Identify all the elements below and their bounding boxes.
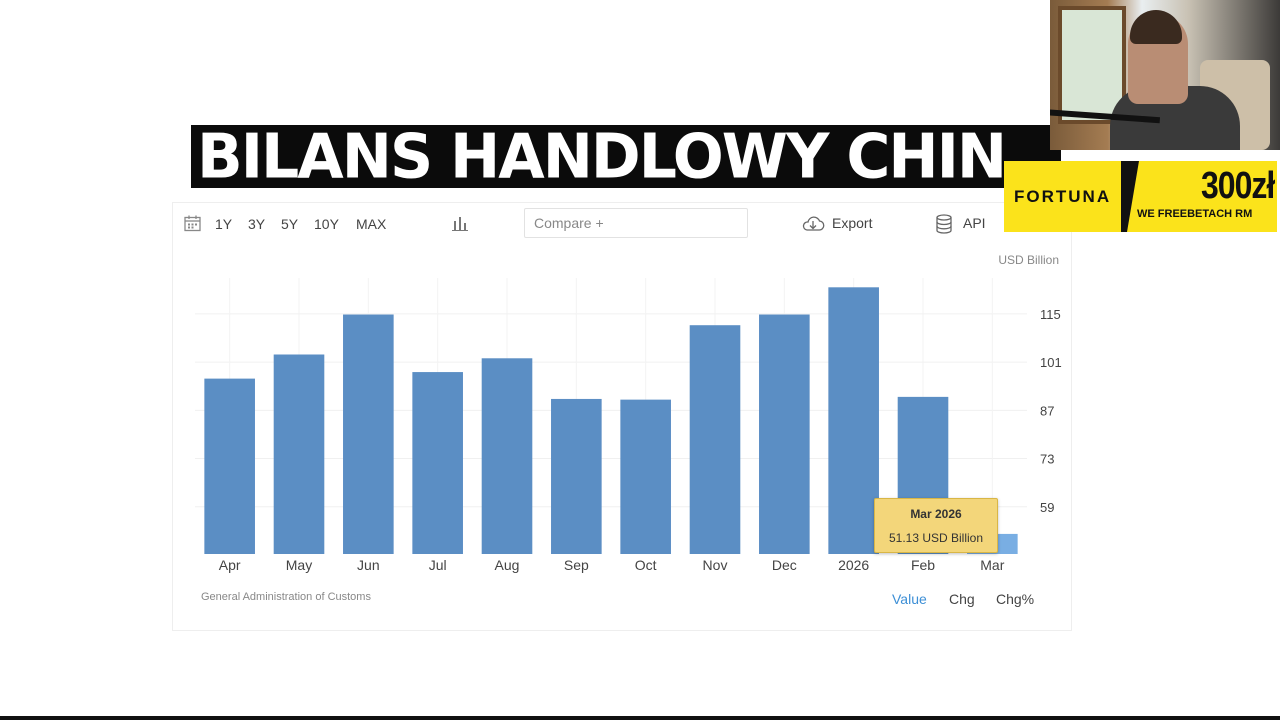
x-tick-label-5: Sep [564, 557, 589, 573]
bar-dec [759, 314, 810, 554]
x-tick-label-11: Mar [980, 557, 1004, 573]
database-icon [936, 214, 952, 234]
source-label: General Administration of Customs [201, 591, 371, 603]
y-tick-label-0: 59 [1040, 500, 1054, 515]
webcam-window-background [1058, 6, 1126, 124]
sponsor-logo-panel: FORTUNA [1004, 161, 1121, 232]
chart-tooltip: Mar 2026 51.13 USD Billion [874, 498, 998, 553]
bar-jun [343, 314, 394, 554]
bar-nov [689, 325, 741, 554]
unit-label: USD Billion [998, 253, 1059, 267]
y-tick-label-3: 101 [1040, 355, 1062, 370]
bar-apr [204, 378, 255, 554]
x-tick-label-1: May [286, 557, 312, 573]
sponsor-banner[interactable]: FORTUNA 300zł WE FREEBETACH RM [1004, 161, 1277, 232]
x-tick-label-10: Feb [911, 557, 935, 573]
bar-chart: 59 73 87 101 115 Apr May Jun Jul Aug Sep Oct Nov Dec 2… [195, 278, 1062, 573]
x-tick-label-7: Nov [703, 557, 728, 573]
y-tick-label-1: 73 [1040, 452, 1054, 467]
range-1y-button[interactable]: 1Y [215, 216, 233, 232]
x-tick-label-3: Jul [429, 557, 447, 573]
calendar-icon[interactable] [184, 215, 201, 232]
x-tick-label-4: Aug [495, 557, 520, 573]
sponsor-bonus: 300zł [1201, 163, 1275, 207]
chg-pct-toggle[interactable]: Chg% [996, 591, 1035, 607]
tooltip-period: Mar 2026 [910, 507, 962, 521]
range-3y-button[interactable]: 3Y [248, 216, 266, 232]
x-tick-label-6: Oct [635, 557, 657, 573]
bar-oct [620, 399, 671, 554]
export-label: Export [832, 215, 873, 231]
x-tick-label-2: Jun [357, 557, 380, 573]
chg-toggle[interactable]: Chg [949, 591, 975, 607]
chart-widget: 1Y 3Y 5Y 10Y MAX Compare + Export API [172, 202, 1072, 631]
bottom-rule [0, 716, 1280, 720]
sponsor-brand: FORTUNA [1014, 187, 1112, 206]
sponsor-tagline: WE FREEBETACH RM [1137, 208, 1253, 220]
api-label: API [963, 215, 986, 231]
bar-sep [551, 398, 602, 554]
bar-2026 [828, 287, 879, 554]
headline-banner: BILANS HANDLOWY CHIN [191, 125, 1061, 188]
webcam-person-hair [1130, 10, 1182, 44]
range-5y-button[interactable]: 5Y [281, 216, 299, 232]
bar-aug [481, 358, 533, 554]
chart-toolbar: 1Y 3Y 5Y 10Y MAX Compare + Export API [173, 203, 1071, 245]
bar-chart-type-icon[interactable] [452, 215, 468, 231]
x-tick-label-9: 2026 [838, 557, 869, 573]
headline-text: BILANS HANDLOWY CHIN [197, 125, 1007, 188]
x-tick-label-8: Dec [772, 557, 797, 573]
value-toggle[interactable]: Value [892, 591, 927, 607]
sponsor-offer-panel: 300zł WE FREEBETACH RM [1127, 161, 1277, 232]
webcam-overlay [1050, 0, 1280, 150]
bar-may [273, 354, 325, 554]
y-tick-label-4: 115 [1040, 307, 1061, 322]
cloud-download-icon [802, 216, 825, 231]
compare-input[interactable]: Compare + [524, 208, 748, 238]
range-max-button[interactable]: MAX [356, 216, 387, 232]
y-tick-label-2: 87 [1040, 403, 1054, 418]
x-tick-label-0: Apr [219, 557, 241, 573]
bar-jul [412, 372, 463, 554]
range-10y-button[interactable]: 10Y [314, 216, 339, 232]
tooltip-value: 51.13 USD Billion [888, 531, 984, 545]
